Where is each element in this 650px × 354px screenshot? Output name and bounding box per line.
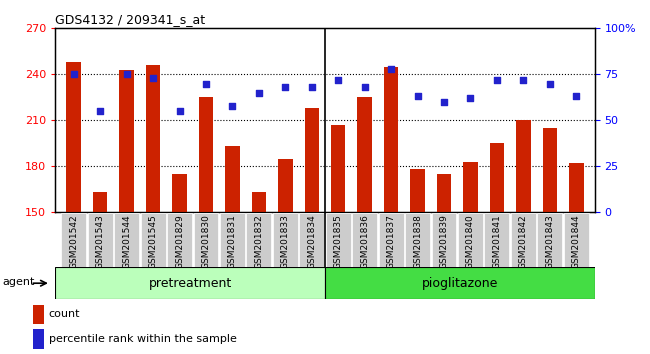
Bar (66, 62, 81, 212)
Text: GSM201833: GSM201833 (281, 214, 290, 269)
Bar (304, 108, 319, 212)
FancyBboxPatch shape (352, 213, 377, 267)
Text: GSM201838: GSM201838 (413, 214, 422, 269)
FancyBboxPatch shape (167, 213, 192, 267)
Text: count: count (49, 309, 80, 320)
Text: GSM201542: GSM201542 (70, 214, 78, 269)
Bar (489, 143, 504, 212)
Text: GSM201831: GSM201831 (228, 214, 237, 269)
FancyBboxPatch shape (114, 213, 139, 267)
Bar (93, 193, 107, 212)
Point (412, 93, 423, 99)
Text: GSM201841: GSM201841 (493, 214, 501, 269)
FancyBboxPatch shape (246, 213, 271, 267)
Point (254, 90, 264, 96)
Text: GSM201543: GSM201543 (96, 214, 105, 269)
Point (439, 99, 449, 105)
Text: GSM201829: GSM201829 (175, 214, 184, 269)
FancyBboxPatch shape (484, 213, 510, 267)
Text: GSM201830: GSM201830 (202, 214, 211, 269)
FancyBboxPatch shape (379, 213, 404, 267)
Text: GSM201832: GSM201832 (254, 214, 263, 269)
FancyBboxPatch shape (405, 213, 430, 267)
Bar (146, 65, 161, 212)
Bar (252, 193, 266, 212)
Bar (358, 97, 372, 212)
FancyBboxPatch shape (273, 213, 298, 267)
FancyBboxPatch shape (458, 213, 483, 267)
Point (333, 77, 343, 83)
Point (518, 77, 528, 83)
Text: percentile rank within the sample: percentile rank within the sample (49, 333, 237, 344)
Bar (463, 162, 478, 212)
FancyBboxPatch shape (300, 213, 324, 267)
Text: pioglitazone: pioglitazone (422, 277, 498, 290)
Point (307, 84, 317, 90)
FancyBboxPatch shape (432, 213, 456, 267)
Bar (331, 125, 346, 212)
Bar (199, 97, 213, 212)
Bar (172, 174, 187, 212)
FancyBboxPatch shape (61, 213, 86, 267)
FancyBboxPatch shape (564, 213, 589, 267)
Text: GSM201834: GSM201834 (307, 214, 317, 269)
Text: GSM201842: GSM201842 (519, 214, 528, 269)
Point (95, 108, 105, 114)
Bar (32, 329, 44, 348)
Point (465, 96, 476, 101)
Bar (516, 120, 530, 212)
Text: GSM201837: GSM201837 (387, 214, 396, 269)
Point (227, 103, 238, 108)
Bar (32, 304, 44, 324)
Point (201, 81, 211, 86)
Text: GSM201844: GSM201844 (572, 214, 580, 269)
Point (68, 72, 79, 77)
Bar (225, 147, 240, 212)
Bar (278, 159, 292, 212)
Point (491, 77, 502, 83)
Point (545, 81, 555, 86)
Point (571, 93, 582, 99)
Text: GSM201839: GSM201839 (439, 214, 448, 269)
Point (280, 84, 291, 90)
Text: GSM201545: GSM201545 (149, 214, 157, 269)
Text: GSM201840: GSM201840 (466, 214, 475, 269)
Text: GDS4132 / 209341_s_at: GDS4132 / 209341_s_at (55, 13, 205, 26)
FancyBboxPatch shape (88, 213, 112, 267)
Text: GSM201544: GSM201544 (122, 214, 131, 269)
FancyBboxPatch shape (220, 213, 245, 267)
FancyBboxPatch shape (511, 213, 536, 267)
Point (122, 72, 132, 77)
FancyBboxPatch shape (194, 213, 218, 267)
Point (359, 84, 370, 90)
Bar (543, 128, 557, 212)
Point (148, 75, 159, 81)
Bar (410, 170, 425, 212)
FancyBboxPatch shape (538, 213, 562, 267)
Text: GSM201843: GSM201843 (545, 214, 554, 269)
FancyBboxPatch shape (140, 213, 166, 267)
Text: GSM201836: GSM201836 (360, 214, 369, 269)
FancyBboxPatch shape (326, 213, 350, 267)
Bar (569, 163, 584, 212)
FancyBboxPatch shape (55, 267, 325, 299)
Point (174, 108, 185, 114)
Text: agent: agent (3, 276, 35, 287)
Bar (120, 70, 134, 212)
Text: GSM201835: GSM201835 (333, 214, 343, 269)
Bar (437, 174, 451, 212)
Bar (384, 67, 398, 212)
FancyBboxPatch shape (325, 267, 595, 299)
Point (386, 66, 396, 72)
Text: pretreatment: pretreatment (148, 277, 232, 290)
